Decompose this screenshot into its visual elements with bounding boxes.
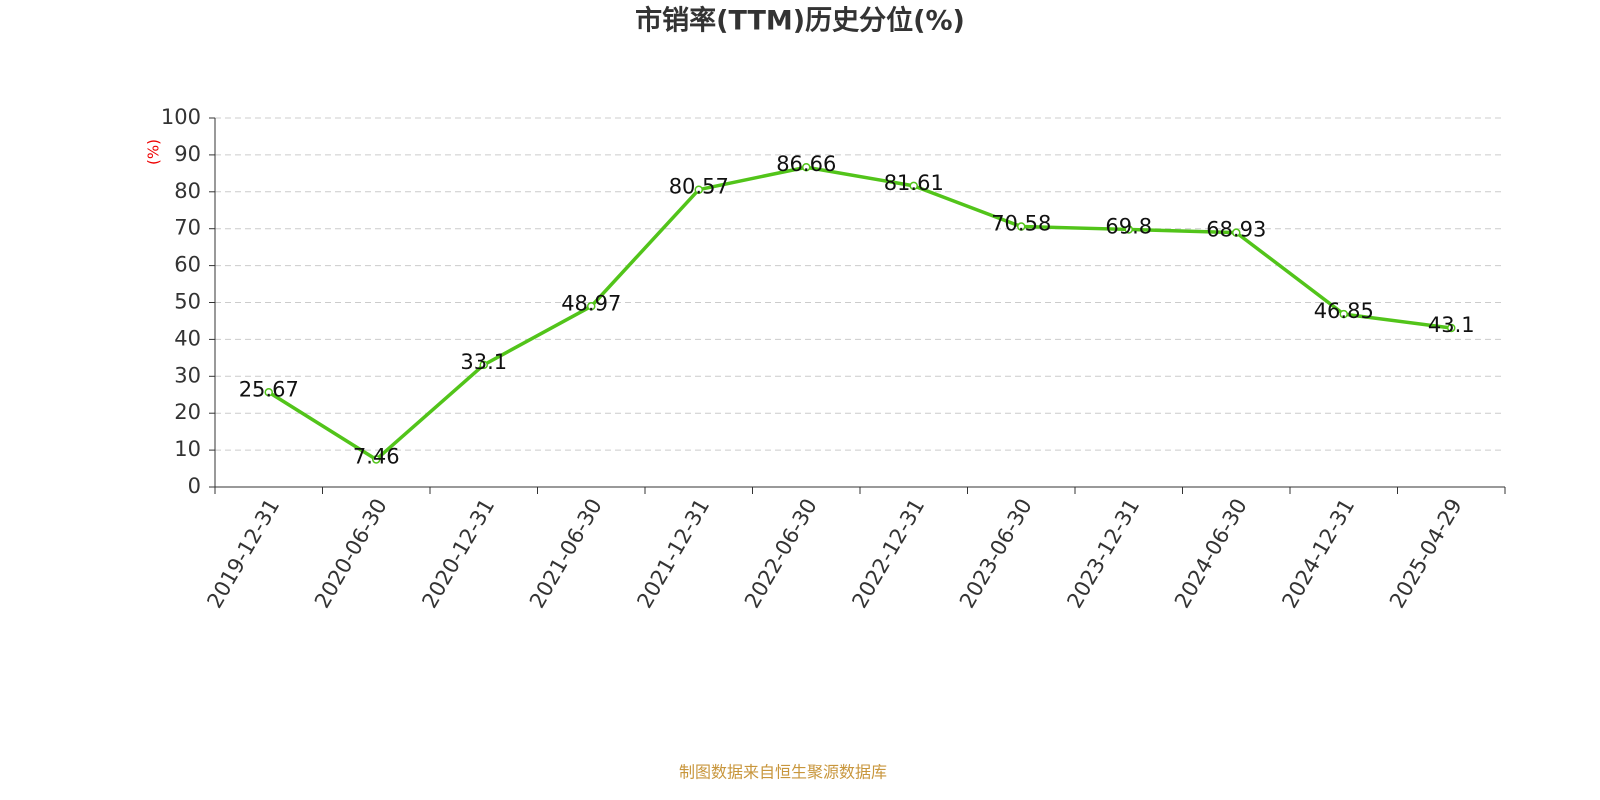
y-tick-label: 80 — [174, 179, 201, 203]
chart-title: 市销率(TTM)历史分位(%) — [635, 5, 965, 37]
y-tick-label: 10 — [174, 437, 201, 461]
data-point — [372, 455, 381, 464]
x-tick-label: 2020-06-30 — [310, 495, 392, 613]
y-tick-label: 100 — [161, 105, 201, 129]
data-point — [1447, 323, 1456, 333]
data-label: 69.8 — [1105, 214, 1152, 238]
y-tick-label: 40 — [174, 326, 201, 350]
y-tick-label: 0 — [188, 474, 201, 498]
y-tick-label: 60 — [174, 253, 201, 277]
data-point — [802, 162, 811, 172]
series-line — [267, 165, 1452, 462]
data-label: 7.46 — [353, 444, 400, 468]
data-point — [587, 302, 596, 311]
data-label: 80.57 — [669, 175, 729, 199]
data-label: 86.66 — [776, 152, 836, 176]
x-tick-label: 2022-12-31 — [847, 495, 929, 613]
x-tick-label: 2024-06-30 — [1170, 495, 1252, 613]
data-point — [1232, 228, 1241, 237]
data-label: 48.97 — [561, 291, 621, 315]
data-point — [1339, 309, 1348, 319]
x-tick-label: 2022-06-30 — [740, 495, 822, 613]
x-tick-label: 2023-12-31 — [1062, 495, 1144, 613]
data-point — [264, 388, 273, 397]
data-label: 46.85 — [1314, 299, 1374, 323]
data-label: 81.61 — [884, 171, 944, 195]
y-tick-label: 20 — [174, 400, 201, 424]
data-label: 43.1 — [1428, 313, 1475, 337]
data-point — [479, 360, 488, 370]
data-label: 33.1 — [460, 350, 507, 374]
x-tick-label: 2021-12-31 — [632, 495, 714, 613]
data-point — [909, 181, 918, 191]
data-point — [1124, 225, 1133, 234]
y-tick-label: 90 — [174, 142, 201, 166]
data-label: 25.67 — [239, 377, 299, 401]
y-tick-label: 30 — [174, 363, 201, 387]
data-point — [694, 185, 703, 194]
x-tick-label: 2021-06-30 — [525, 495, 607, 613]
x-tick-label: 2025-04-29 — [1385, 495, 1467, 613]
x-tick-label: 2024-12-31 — [1277, 495, 1359, 613]
y-tick-label: 70 — [174, 216, 201, 240]
x-tick-label: 2019-12-31 — [202, 495, 284, 613]
data-label: 68.93 — [1206, 218, 1266, 242]
data-label: 70.58 — [991, 212, 1051, 236]
source-note: 制图数据来自恒生聚源数据库 — [679, 763, 887, 782]
y-axis-label: (%) — [145, 139, 163, 165]
y-tick-label: 50 — [174, 290, 201, 314]
x-tick-label: 2023-06-30 — [955, 495, 1037, 613]
data-point — [1017, 222, 1026, 231]
x-tick-label: 2020-12-31 — [417, 495, 499, 613]
